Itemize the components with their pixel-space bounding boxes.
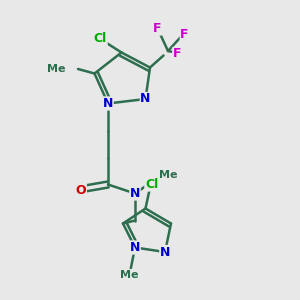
Text: N: N [103, 97, 113, 110]
Text: N: N [140, 92, 151, 106]
Text: F: F [173, 47, 181, 61]
Text: N: N [160, 245, 170, 259]
Text: N: N [130, 241, 140, 254]
Text: Me: Me [159, 170, 178, 181]
Text: Me: Me [47, 64, 66, 74]
Text: F: F [153, 22, 162, 35]
Text: F: F [180, 28, 189, 41]
Text: Cl: Cl [94, 32, 107, 46]
Text: Cl: Cl [145, 178, 158, 191]
Text: N: N [130, 187, 140, 200]
Text: Me: Me [120, 269, 138, 280]
Text: O: O [76, 184, 86, 197]
